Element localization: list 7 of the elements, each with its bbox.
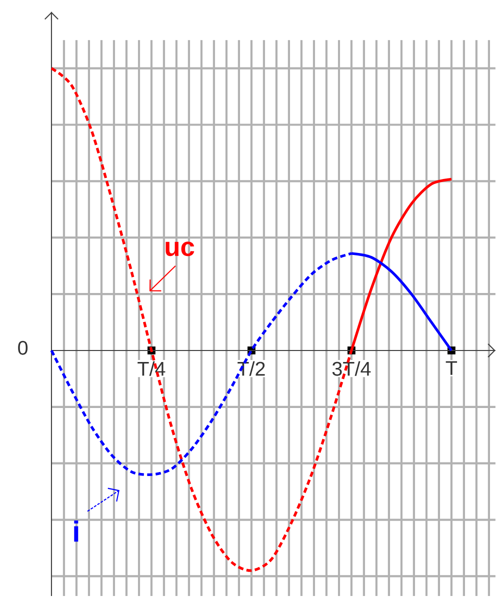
text: 0	[18, 340, 28, 355]
series-label: uc	[166, 242, 194, 256]
legend-label: i	[74, 520, 78, 542]
x-tick-label: 3T/4	[332, 361, 371, 376]
x-tick-label: T/2	[238, 361, 265, 376]
x-tick-label: T/4	[138, 361, 166, 376]
x-tick-label: T	[446, 361, 458, 375]
